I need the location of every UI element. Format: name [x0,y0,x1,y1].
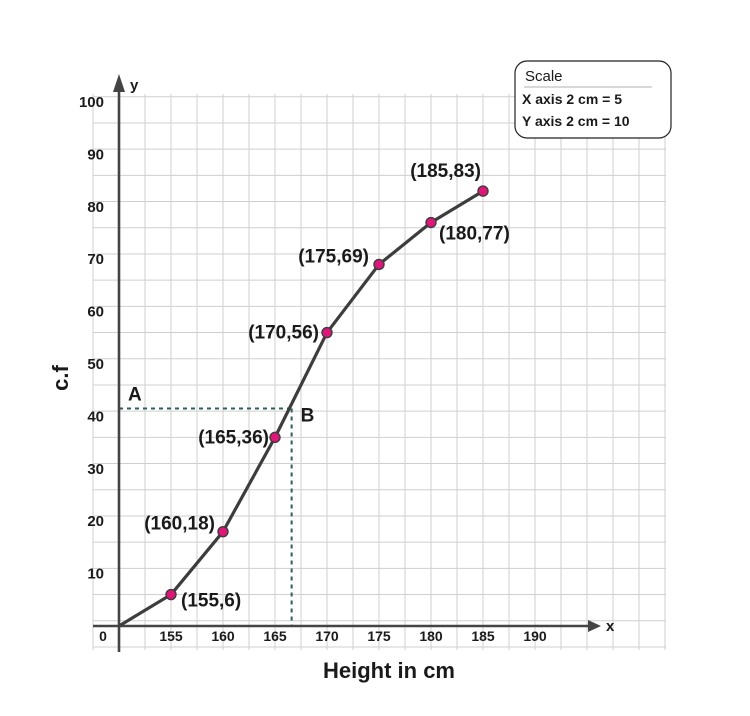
x-tick-label: 170 [315,628,339,644]
x-tick-label: 180 [419,628,443,644]
data-point [425,216,437,229]
x-axis-arrow [588,620,601,632]
data-point [165,588,177,601]
x-tick-label: 160 [211,628,235,644]
point-label: (175,69) [298,246,369,267]
x-tick-label: 165 [263,628,287,644]
x-tick-label: 185 [471,628,495,644]
y-tick-label: 60 [87,304,104,321]
scale-box: Scale X axis 2 cm = 5 Y axis 2 cm = 10 [514,60,672,139]
point-label: (170,56) [248,323,319,344]
scale-line-x: X axis 2 cm = 5 [522,91,622,107]
y-tick-label: 90 [87,146,104,163]
x-axis-letter: x [606,618,615,635]
data-point [321,326,333,339]
point-label: (185,83) [410,161,481,182]
y-tick-label: 50 [87,356,104,373]
x-tick-label: 175 [367,628,391,644]
y-tick-label: 40 [87,408,104,425]
x-tick-label: 155 [159,628,183,644]
y-tick-label: 80 [87,199,104,216]
point-label: (155,6) [181,591,241,612]
point-label: (160,18) [144,514,215,535]
cumulative-frequency-series [118,185,489,628]
y-tick-label: 20 [87,513,104,530]
y-tick-label: 100 [79,94,104,111]
y-axis-title: c.f [48,364,73,390]
x-axis-title: Height in cm [323,658,455,683]
axes [93,74,601,652]
data-point [373,258,385,271]
x-tick-label: 190 [523,628,547,644]
scale-title: Scale [525,68,563,85]
tick-labels: 155 160 165 170 175 180 185 190 10 20 30 40 50 60 70 80… [79,94,547,644]
data-point [217,525,229,538]
point-label: (180,77) [439,224,510,245]
y-tick-label: 70 [87,251,104,268]
y-axis-letter: y [130,77,139,94]
origin-label: 0 [99,628,107,644]
point-label: (165,36) [198,427,269,448]
ogive-line [118,189,484,628]
grid [92,94,666,650]
y-tick-label: 30 [87,461,104,478]
marker-label-a: A [128,385,142,406]
marker-label-b: B [301,406,315,427]
point-labels: (155,6) (160,18) (165,36) (170,56) (175,69) (… [144,161,510,611]
data-point [477,185,489,197]
y-tick-label: 10 [87,566,104,583]
scale-line-y: Y axis 2 cm = 10 [522,113,630,129]
median-guides: AB [119,385,314,626]
y-axis-arrow [113,74,125,92]
data-point [269,431,281,444]
